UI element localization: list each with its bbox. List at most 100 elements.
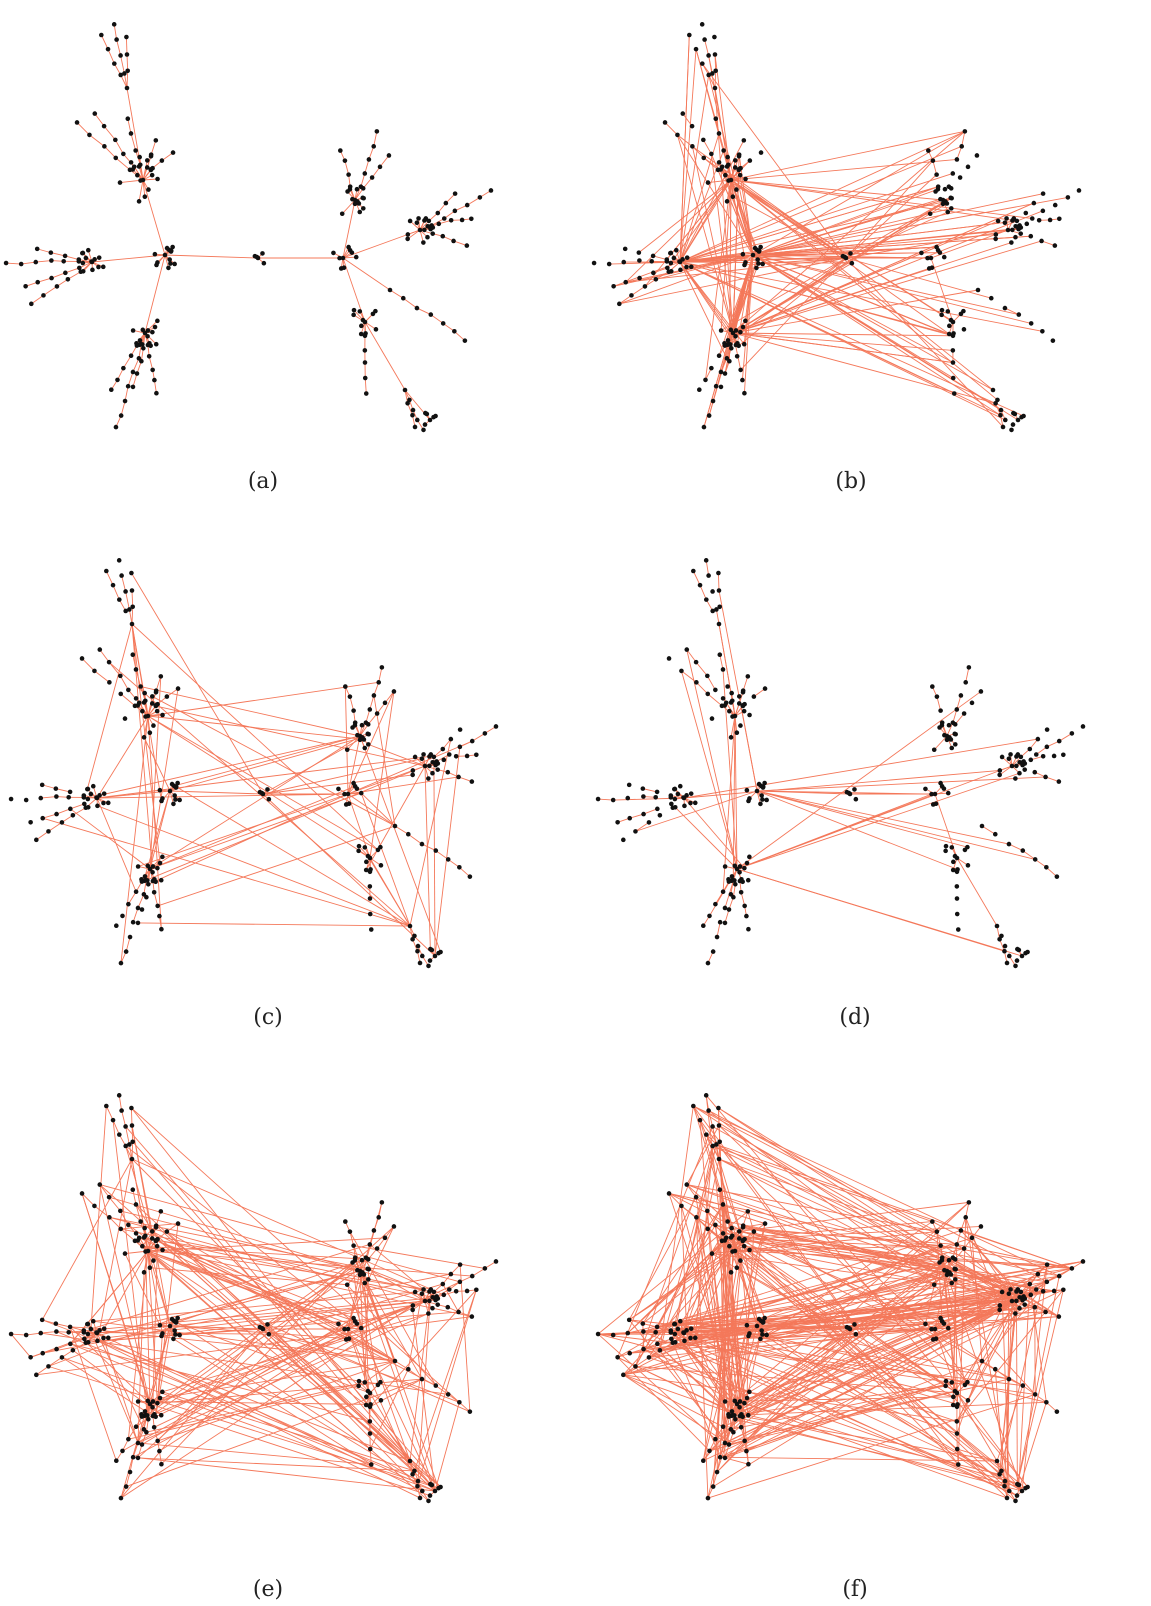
edge bbox=[756, 790, 1010, 845]
edge bbox=[96, 715, 149, 799]
node bbox=[684, 793, 689, 798]
node bbox=[747, 1331, 752, 1336]
node bbox=[355, 732, 360, 738]
node bbox=[130, 1454, 136, 1460]
node bbox=[633, 1364, 638, 1369]
node bbox=[171, 1336, 176, 1342]
edge bbox=[379, 155, 390, 168]
edge bbox=[99, 1184, 460, 1283]
edge bbox=[120, 400, 126, 416]
edge bbox=[373, 131, 378, 147]
edge bbox=[123, 355, 132, 369]
node bbox=[415, 948, 420, 954]
node bbox=[669, 1336, 674, 1342]
edge bbox=[137, 793, 349, 867]
edge bbox=[466, 197, 481, 206]
edge bbox=[724, 1390, 956, 1444]
edge bbox=[97, 805, 411, 927]
edge bbox=[1015, 1291, 1018, 1485]
panel-f: (f) bbox=[595, 1093, 1086, 1602]
node bbox=[474, 1287, 479, 1293]
node bbox=[703, 1093, 709, 1098]
node bbox=[432, 1488, 438, 1494]
edge bbox=[617, 1126, 714, 1358]
node bbox=[358, 1325, 364, 1331]
node bbox=[351, 708, 356, 713]
node bbox=[738, 329, 743, 335]
node bbox=[415, 1483, 420, 1489]
node bbox=[363, 391, 369, 396]
edge bbox=[125, 591, 130, 610]
node bbox=[340, 255, 346, 261]
edge bbox=[123, 73, 128, 89]
node bbox=[666, 269, 672, 275]
edge bbox=[104, 146, 117, 159]
node bbox=[118, 673, 123, 679]
node bbox=[149, 1229, 155, 1234]
node bbox=[254, 254, 260, 260]
node bbox=[736, 152, 742, 157]
edge bbox=[716, 1144, 1073, 1269]
edge bbox=[732, 250, 760, 334]
edge bbox=[742, 1211, 749, 1226]
node bbox=[448, 217, 454, 223]
node bbox=[966, 1200, 972, 1205]
edge bbox=[623, 1374, 730, 1445]
edge bbox=[430, 314, 444, 324]
node bbox=[729, 1233, 735, 1239]
edge bbox=[424, 765, 431, 950]
edge bbox=[715, 1224, 1024, 1300]
node bbox=[947, 735, 952, 740]
node bbox=[88, 791, 94, 797]
node bbox=[39, 1317, 45, 1323]
node bbox=[149, 701, 155, 706]
edge bbox=[943, 1270, 956, 1392]
node bbox=[942, 1267, 947, 1273]
node bbox=[362, 360, 368, 365]
node bbox=[482, 731, 488, 736]
node bbox=[754, 1323, 760, 1329]
node bbox=[705, 1208, 710, 1214]
node bbox=[104, 568, 109, 574]
node bbox=[701, 137, 706, 143]
node bbox=[744, 860, 750, 866]
node bbox=[627, 815, 633, 821]
edge bbox=[732, 1235, 1047, 1283]
node bbox=[610, 797, 616, 803]
edge bbox=[149, 792, 362, 870]
node bbox=[726, 907, 732, 912]
node bbox=[419, 841, 425, 847]
edge bbox=[679, 34, 690, 263]
node bbox=[762, 1315, 767, 1321]
node bbox=[717, 1454, 723, 1460]
node bbox=[39, 782, 45, 788]
node bbox=[362, 745, 368, 751]
node bbox=[364, 1394, 369, 1400]
node bbox=[945, 209, 951, 215]
node bbox=[150, 1399, 156, 1404]
node bbox=[446, 1287, 452, 1292]
node bbox=[756, 1316, 762, 1322]
node bbox=[412, 754, 418, 760]
edge bbox=[730, 159, 957, 181]
edge bbox=[732, 1235, 958, 1394]
edge bbox=[262, 1328, 367, 1406]
edge bbox=[69, 1326, 117, 1461]
node bbox=[1006, 1291, 1012, 1297]
node bbox=[954, 1419, 960, 1424]
node bbox=[342, 1326, 347, 1332]
node bbox=[416, 216, 421, 221]
edge bbox=[1016, 1402, 1047, 1496]
node bbox=[126, 1222, 131, 1228]
node bbox=[360, 317, 366, 323]
edge bbox=[157, 1360, 396, 1442]
node bbox=[978, 689, 984, 694]
node bbox=[975, 287, 981, 293]
node bbox=[142, 1409, 148, 1414]
node bbox=[59, 1355, 65, 1360]
node bbox=[743, 176, 748, 182]
node bbox=[666, 1191, 672, 1196]
node bbox=[135, 1399, 141, 1404]
edge bbox=[369, 695, 375, 710]
edge bbox=[730, 179, 1033, 219]
